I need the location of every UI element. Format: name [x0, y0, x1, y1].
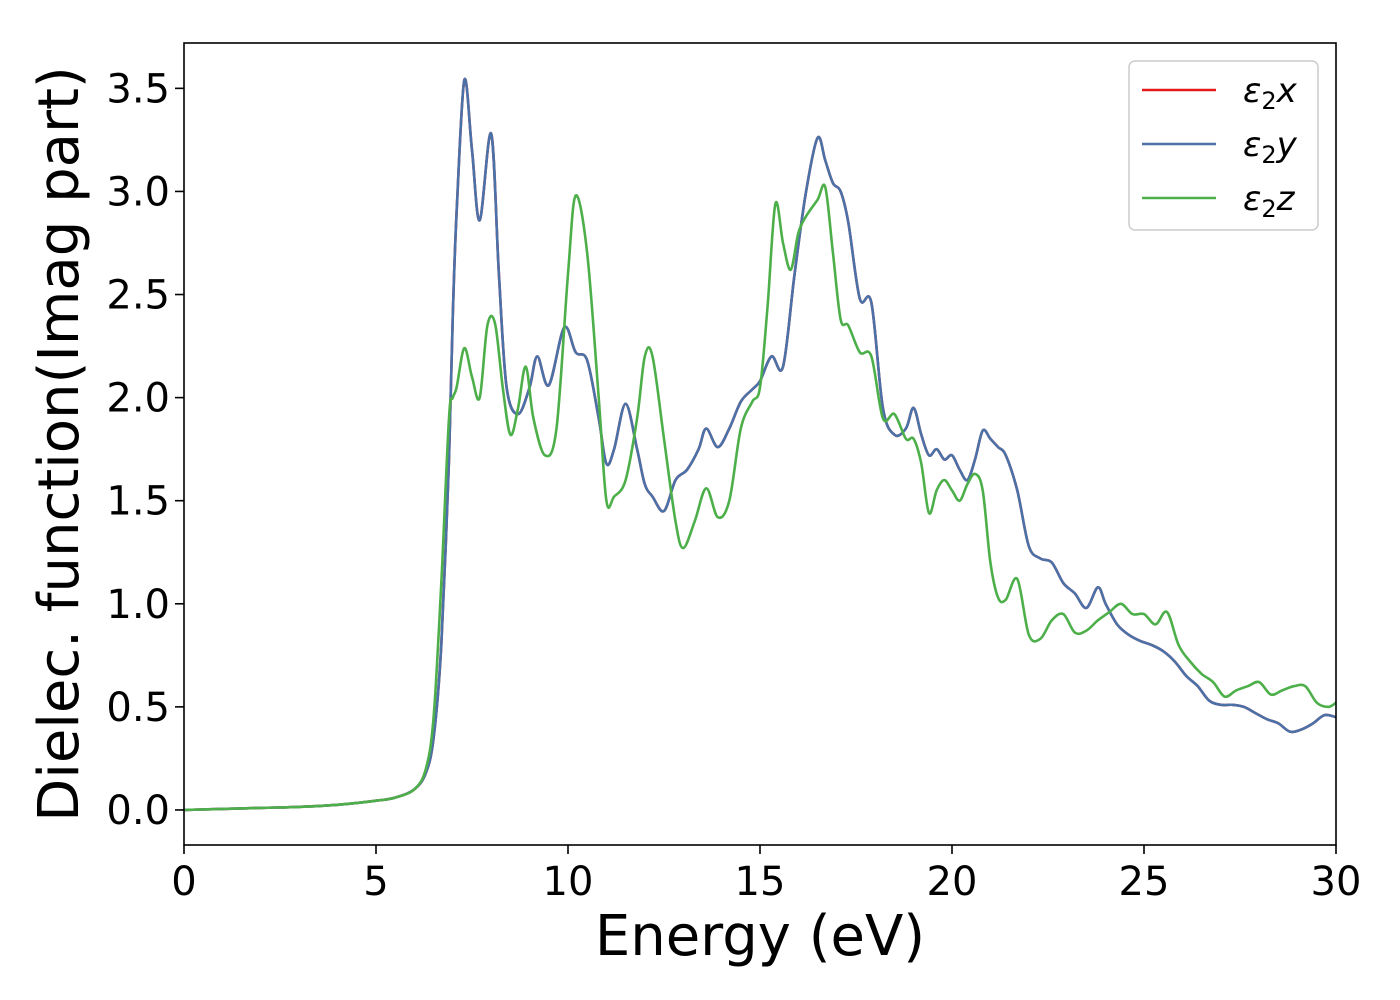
x-axis-title: Energy (eV) [595, 904, 925, 969]
x-tick-label: 10 [543, 859, 594, 905]
x-tick-label: 0 [171, 859, 196, 905]
series-line-z [184, 183, 1336, 812]
legend: ε2x ε2y ε2z [1128, 60, 1319, 231]
x-tick-label: 30 [1311, 859, 1362, 905]
x-tick-label: 25 [1119, 859, 1170, 905]
y-axis-ticks: 0.0 0.5 1.0 1.5 2.0 2.5 3.0 3.5 [106, 66, 184, 834]
x-tick-label: 5 [363, 859, 388, 905]
y-tick-label: 0.0 [106, 788, 170, 834]
y-tick-label: 0.5 [106, 685, 170, 731]
x-tick-label: 15 [735, 859, 786, 905]
y-tick-label: 1.0 [106, 582, 170, 628]
x-tick-label: 20 [927, 859, 978, 905]
y-tick-label: 2.5 [106, 273, 170, 319]
y-tick-label: 3.0 [106, 169, 170, 215]
x-axis-ticks: 0 5 10 15 20 25 30 [171, 845, 1361, 905]
legend-label-z: ε2z [1243, 179, 1296, 223]
y-tick-label: 2.0 [106, 376, 170, 422]
y-tick-label: 1.5 [106, 479, 170, 525]
legend-label-y: ε2y [1243, 125, 1298, 169]
y-tick-label: 3.5 [106, 66, 170, 112]
plot-lines [184, 77, 1336, 812]
y-axis-title: Dielec. function(Imag part) [27, 66, 92, 822]
series-line-y [184, 77, 1336, 812]
legend-box [1128, 60, 1319, 231]
legend-label-x: ε2x [1243, 71, 1298, 115]
